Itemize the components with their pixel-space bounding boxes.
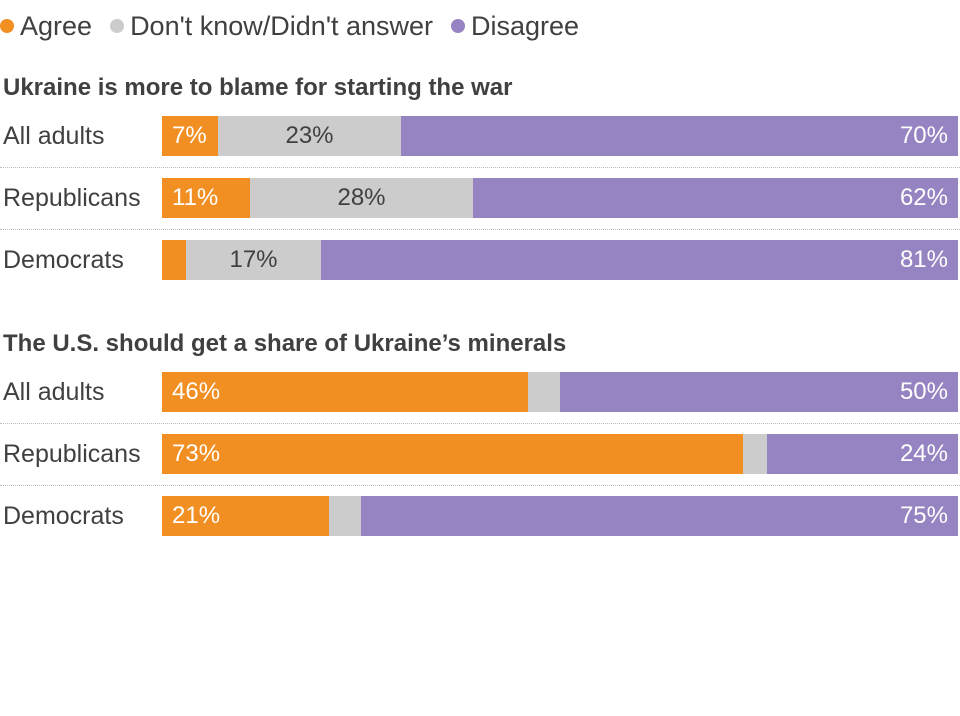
chart-row: All adults 7% 23% 70% xyxy=(0,116,960,156)
chart-row: Republicans 73% 24% xyxy=(0,434,960,474)
row-divider xyxy=(0,485,960,486)
bar-segment-agree: 21% xyxy=(162,496,329,536)
stacked-bar: 7% 23% 70% xyxy=(162,116,958,156)
bar-segment-dont-know xyxy=(329,496,361,536)
legend-label-agree: Agree xyxy=(20,10,93,41)
stacked-bar: 11% 28% 62% xyxy=(162,178,958,218)
bar-segment-disagree: 81% xyxy=(321,240,958,280)
chart-title: The U.S. should get a share of Ukraine’s… xyxy=(3,330,567,357)
bar-segment-agree: 11% xyxy=(162,178,250,218)
legend-swatch-agree xyxy=(0,19,14,33)
chart-row: Democrats 17% 81% xyxy=(0,240,960,280)
category-label: Democrats xyxy=(3,502,124,530)
bar-segment-dont-know xyxy=(743,434,767,474)
row-divider xyxy=(0,229,960,230)
bar-segment-disagree: 24% xyxy=(767,434,958,474)
bar-segment-dont-know: 17% xyxy=(186,240,321,280)
bar-segment-agree: 73% xyxy=(162,434,743,474)
chart-row: Republicans 11% 28% 62% xyxy=(0,178,960,218)
legend-item-agree: Agree xyxy=(0,11,92,42)
stacked-bar: 73% 24% xyxy=(162,434,958,474)
row-divider xyxy=(0,167,960,168)
stacked-bar: 46% 50% xyxy=(162,372,958,412)
legend-swatch-dont-know xyxy=(110,19,125,33)
bar-segment-disagree: 70% xyxy=(401,116,958,156)
stacked-bar: 17% 81% xyxy=(162,240,958,280)
chart-legend: Agree Don't know/Didn't answer Disagree xyxy=(0,8,597,44)
chart-row: Democrats 21% 75% xyxy=(0,496,960,536)
bar-segment-agree: 46% xyxy=(162,372,528,412)
category-label: Republicans xyxy=(3,184,141,212)
legend-label-dont-know: Don't know/Didn't answer xyxy=(130,10,434,41)
legend-item-dont-know: Don't know/Didn't answer xyxy=(110,11,433,42)
bar-segment-agree xyxy=(162,240,186,280)
row-divider xyxy=(0,423,960,424)
category-label: Democrats xyxy=(3,246,124,274)
category-label: All adults xyxy=(3,378,105,406)
chart-title: Ukraine is more to blame for starting th… xyxy=(3,74,513,101)
legend-label-disagree: Disagree xyxy=(471,10,580,41)
legend-item-disagree: Disagree xyxy=(451,11,579,42)
bar-segment-dont-know: 23% xyxy=(218,116,401,156)
stacked-bar: 21% 75% xyxy=(162,496,958,536)
category-label: All adults xyxy=(3,122,105,150)
chart-row: All adults 46% 50% xyxy=(0,372,960,412)
bar-segment-disagree: 75% xyxy=(361,496,958,536)
bar-segment-disagree: 62% xyxy=(473,178,958,218)
bar-segment-dont-know xyxy=(528,372,560,412)
category-label: Republicans xyxy=(3,440,141,468)
bar-segment-dont-know: 28% xyxy=(250,178,473,218)
legend-swatch-disagree xyxy=(451,19,466,33)
bar-segment-agree: 7% xyxy=(162,116,218,156)
bar-segment-disagree: 50% xyxy=(560,372,958,412)
